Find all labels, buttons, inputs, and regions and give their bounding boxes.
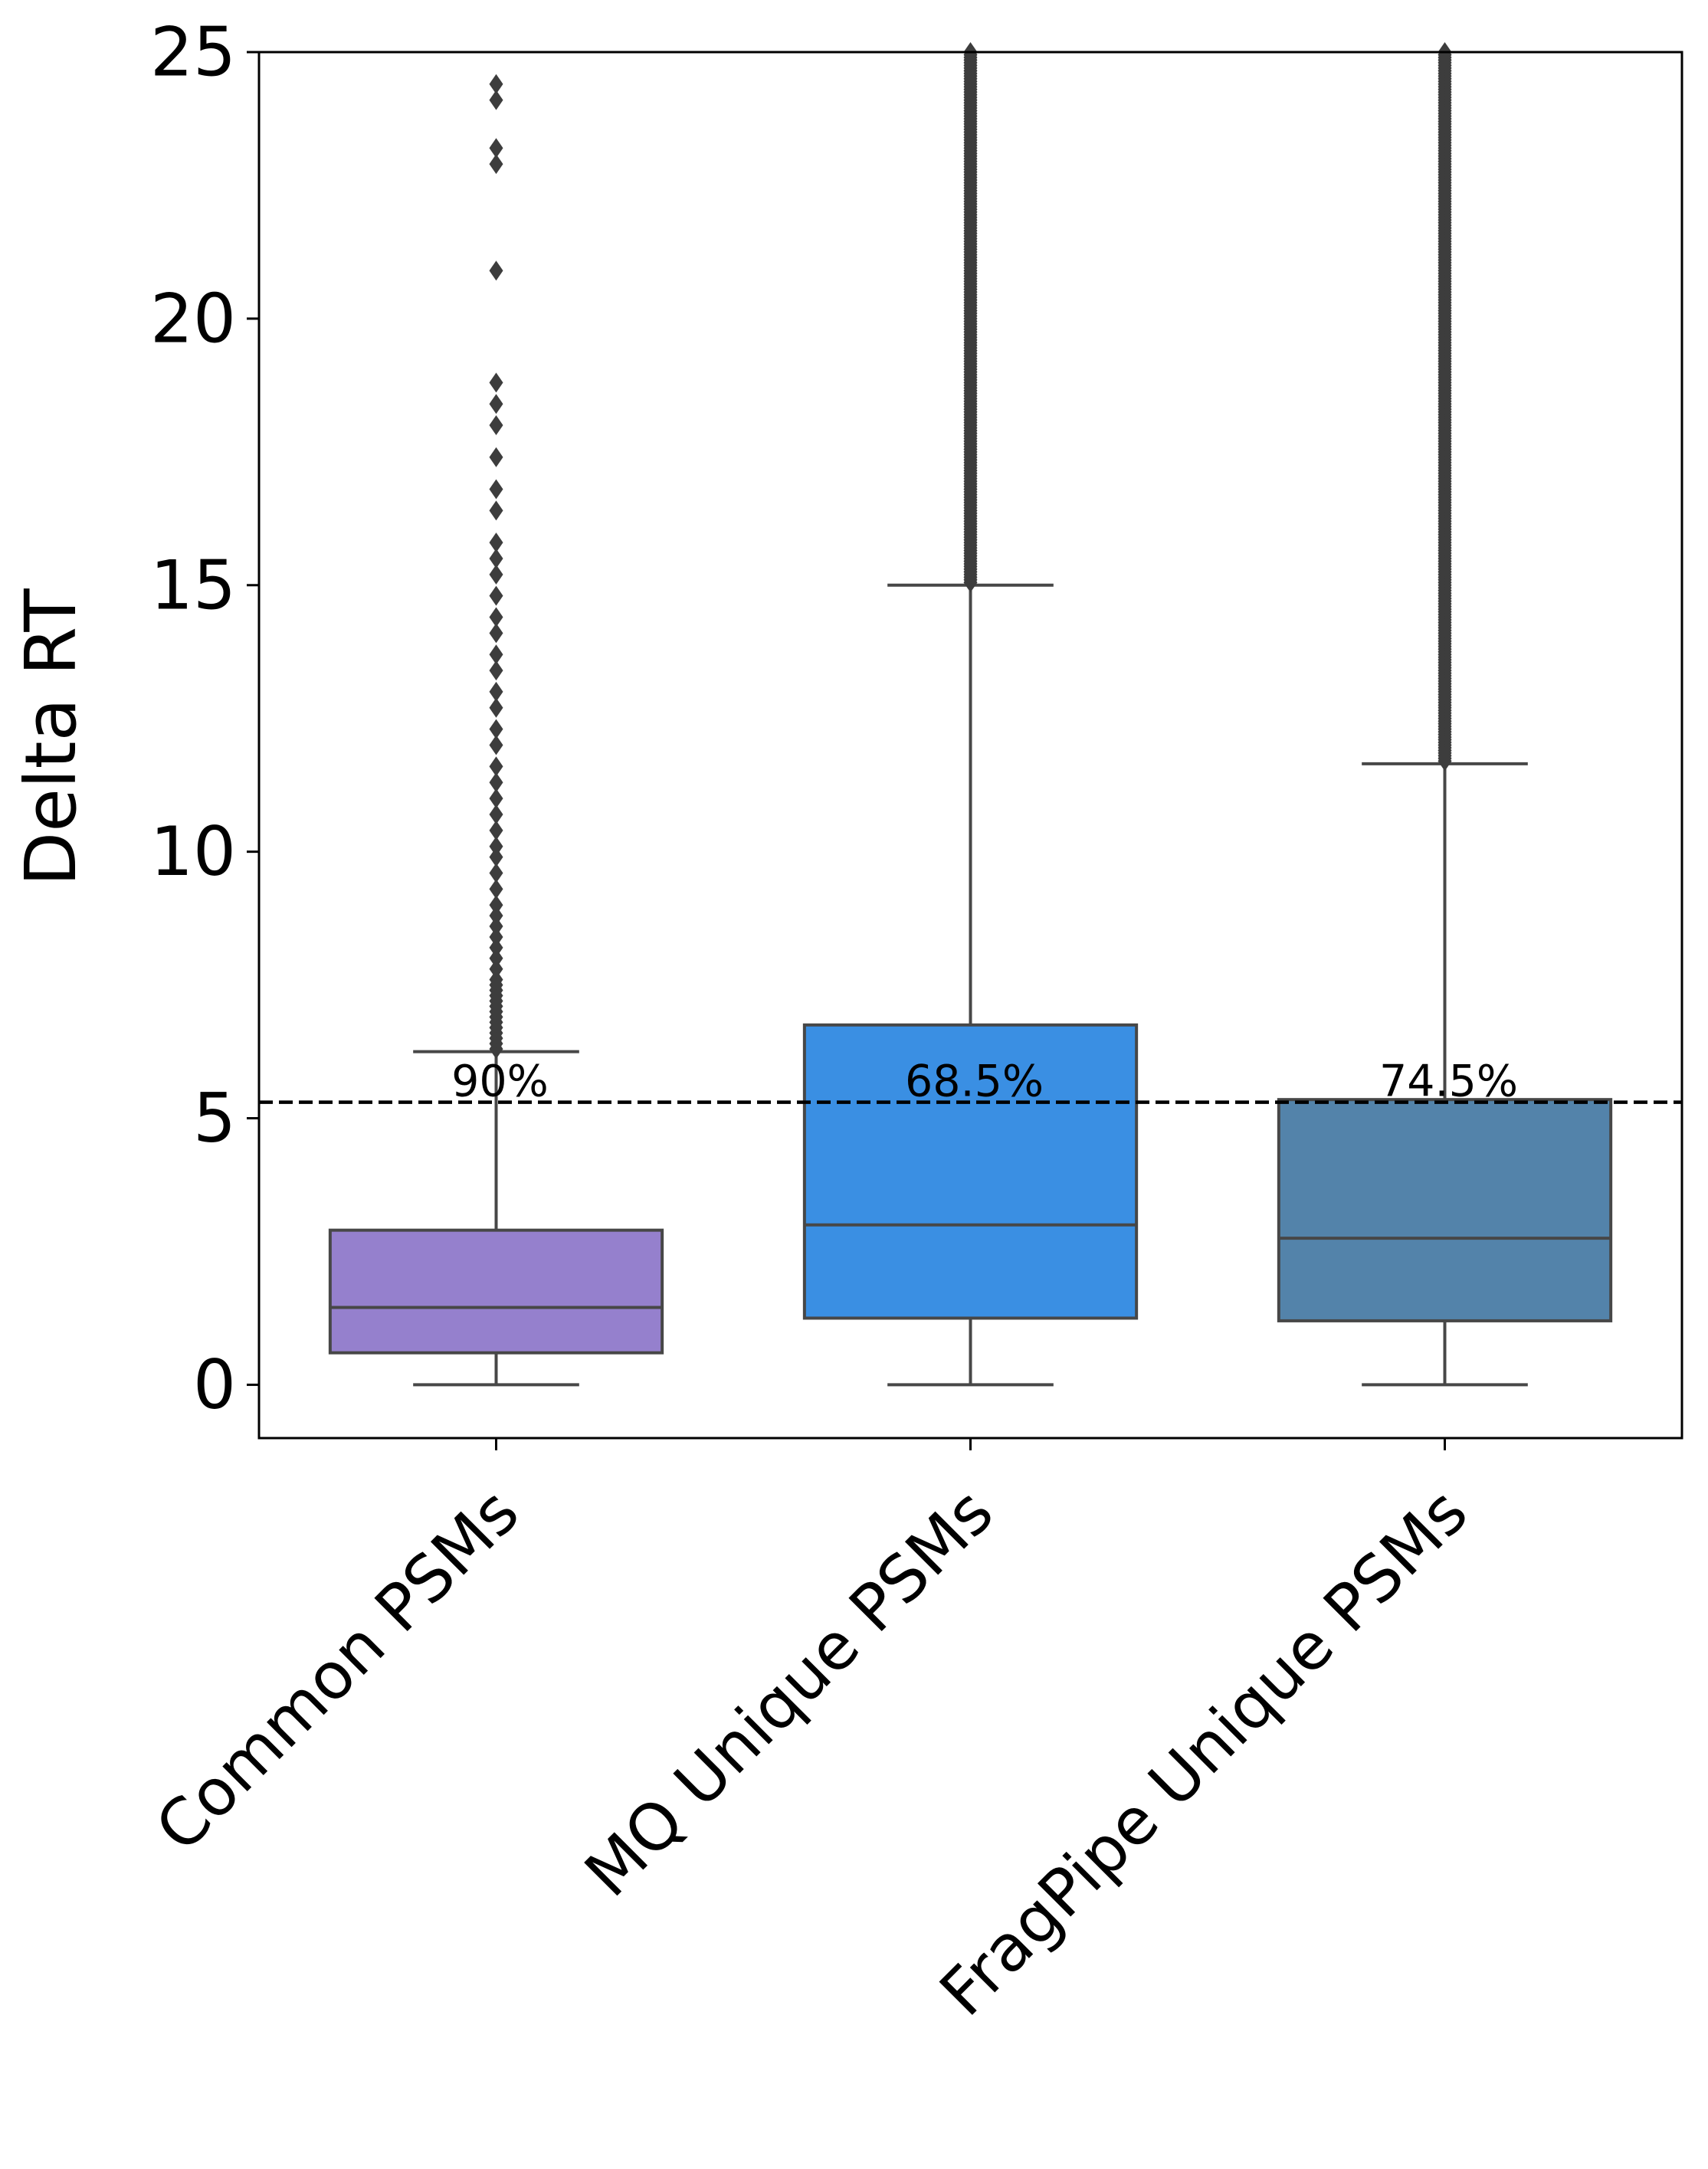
outlier-point <box>489 260 503 281</box>
outlier-point <box>489 895 503 916</box>
y-tick-label: 5 <box>193 1079 236 1158</box>
outlier-point <box>489 681 503 702</box>
outlier-point <box>489 719 503 739</box>
outlier-point <box>489 623 503 644</box>
outlier-point <box>489 697 503 718</box>
outlier-point <box>489 735 503 755</box>
outlier-point <box>489 90 503 110</box>
y-tick-label: 0 <box>193 1345 236 1424</box>
outlier-point <box>489 916 503 937</box>
outlier-point <box>489 863 503 883</box>
outlier-point <box>489 394 503 414</box>
box-iqr <box>802 1023 1139 1320</box>
annotation-layer: 90% 68.5% 74.5% <box>451 1057 1518 1107</box>
outlier-point <box>489 969 503 990</box>
outlier-point <box>489 660 503 681</box>
boxes-layer <box>328 42 1613 1387</box>
box-group-1 <box>328 74 664 1387</box>
outlier-point <box>489 937 503 958</box>
box-group-2 <box>802 42 1139 1387</box>
outlier-point <box>489 372 503 393</box>
y-axis: 0 5 10 15 20 25 <box>150 13 259 1424</box>
percent-annotation: 74.5% <box>1379 1057 1518 1107</box>
x-category-label: MQ Unique PSMs <box>570 1474 1007 1911</box>
outlier-point <box>489 564 503 585</box>
box-group-3 <box>1277 42 1613 1387</box>
y-tick-label: 10 <box>150 812 236 891</box>
box-iqr <box>328 1228 664 1355</box>
outlier-point <box>489 644 503 665</box>
outlier-point <box>489 804 503 824</box>
outlier-point <box>489 532 503 553</box>
outlier-point <box>489 548 503 568</box>
outlier-point <box>489 958 503 979</box>
outlier-point <box>489 948 503 968</box>
outlier-point <box>489 415 503 436</box>
outlier-point <box>489 820 503 840</box>
outlier-point <box>489 788 503 809</box>
outlier-point <box>489 154 503 175</box>
outlier-point <box>489 607 503 627</box>
outlier-point <box>489 772 503 793</box>
y-axis-title: Delta RT <box>10 588 92 886</box>
percent-annotation: 90% <box>451 1057 549 1107</box>
outlier-point <box>489 585 503 606</box>
outlier-point <box>489 479 503 500</box>
x-category-label: Common PSMs <box>141 1474 533 1866</box>
x-category-label: FragPipe Unique PSMs <box>926 1474 1482 2030</box>
y-tick-label: 25 <box>150 13 236 92</box>
outlier-point <box>489 906 503 926</box>
y-tick-label: 20 <box>150 279 236 358</box>
outlier-point <box>489 836 503 857</box>
y-tick-label: 15 <box>150 546 236 624</box>
outlier-point <box>489 926 503 947</box>
outlier-point <box>489 138 503 159</box>
percent-annotation: 68.5% <box>905 1057 1044 1107</box>
box-iqr <box>1277 1098 1613 1322</box>
outlier-point <box>489 879 503 899</box>
outlier-point <box>489 74 503 94</box>
outlier-point <box>489 500 503 521</box>
outlier-point <box>489 756 503 777</box>
outlier-point <box>489 447 503 467</box>
outlier-point <box>489 847 503 867</box>
